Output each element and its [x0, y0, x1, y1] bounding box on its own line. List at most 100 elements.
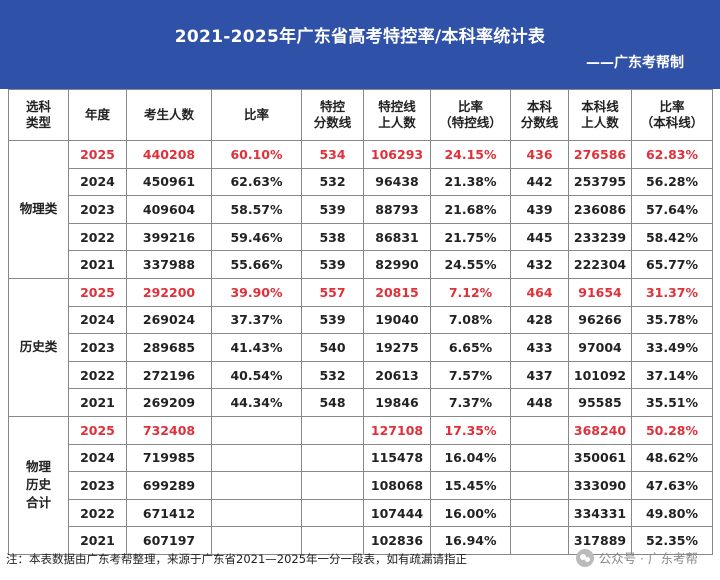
- column-header: 比率 （本科线）: [631, 89, 713, 141]
- table-cell: 2021: [68, 388, 127, 417]
- table-cell: 2022: [68, 222, 127, 252]
- table-cell: 19275: [363, 333, 431, 362]
- table-cell: [510, 415, 569, 445]
- table-cell: 333090: [568, 471, 632, 500]
- table-cell: 19040: [363, 305, 431, 335]
- table-cell: 88793: [363, 195, 431, 224]
- table-cell: 35.78%: [631, 305, 713, 335]
- table-cell: 24.55%: [430, 250, 511, 279]
- table-cell: [211, 471, 302, 500]
- table-cell: [211, 498, 302, 528]
- table-cell: 62.63%: [211, 167, 302, 197]
- page-title: 2021-2025年广东省高考特控率/本科率统计表: [174, 27, 546, 47]
- table-row: 2022 671412 107444 16.00% 334331 49.80%: [9, 498, 713, 528]
- table-cell: 50.28%: [631, 415, 713, 445]
- table-cell: 2024: [68, 305, 127, 335]
- table-cell: 2023: [68, 195, 127, 224]
- table-cell: 428: [510, 305, 569, 335]
- table-cell: 108068: [363, 471, 431, 500]
- table-cell: 115478: [363, 443, 431, 473]
- table-cell: 2023: [68, 471, 127, 500]
- table-cell: [301, 498, 364, 528]
- table-cell: 532: [301, 167, 364, 197]
- table-cell: 540: [301, 333, 364, 362]
- table-cell: 2023: [68, 333, 127, 362]
- table-cell: 440208: [126, 140, 212, 169]
- column-header: 比率 （特控线）: [430, 89, 511, 141]
- table-cell: 607197: [126, 526, 212, 555]
- table-cell: 101092: [568, 360, 632, 390]
- table-cell: 91654: [568, 277, 632, 307]
- table-cell: [301, 415, 364, 445]
- watermark-text: 公众号 · 广东考帮: [598, 551, 698, 566]
- table-cell: 2024: [68, 443, 127, 473]
- table-cell: 49.80%: [631, 498, 713, 528]
- table-cell: [301, 443, 364, 473]
- table-cell: 368240: [568, 415, 632, 445]
- stats-table: 选科 类型 年度 考生人数 比率 特控 分数线 特控线 上人数 比率 （特控线） 本科 分数线 本科线 上人…: [8, 89, 713, 555]
- table-cell: 269209: [126, 388, 212, 417]
- wechat-icon: [575, 548, 594, 567]
- table-cell: 539: [301, 250, 364, 279]
- table-cell: 548: [301, 388, 364, 417]
- table-cell: 272196: [126, 360, 212, 390]
- table-cell: 20613: [363, 360, 431, 390]
- column-header: 本科线 上人数: [568, 89, 632, 141]
- table-cell: [301, 526, 364, 555]
- table-cell: 2021: [68, 526, 127, 555]
- table-cell: 222304: [568, 250, 632, 279]
- table-cell: 7.57%: [430, 360, 511, 390]
- table-cell: 33.49%: [631, 333, 713, 362]
- table-row: 2023 409604 58.57% 539 88793 21.68% 439 236086 5…: [9, 195, 713, 224]
- table-cell: 534: [301, 140, 364, 169]
- table-cell: 557: [301, 277, 364, 307]
- table-cell: 20815: [363, 277, 431, 307]
- column-header: 考生人数: [126, 89, 212, 141]
- table-cell: 337988: [126, 250, 212, 279]
- table-cell: 2022: [68, 498, 127, 528]
- table-cell: 539: [301, 305, 364, 335]
- table-cell: [510, 498, 569, 528]
- table-row: 物理类 2025 440208 60.10% 534 106293 24.15% 436 276…: [8, 140, 713, 279]
- table-cell: 445: [510, 222, 569, 252]
- column-header: 比率: [211, 89, 302, 141]
- table-cell: 442: [510, 167, 569, 197]
- table-cell: 56.28%: [631, 167, 713, 197]
- table-cell: 439: [510, 195, 569, 224]
- table-cell: 127108: [363, 415, 431, 445]
- table-cell: 16.04%: [430, 443, 511, 473]
- table-cell: 6.65%: [430, 333, 511, 362]
- table-cell: 538: [301, 222, 364, 252]
- table-cell: 436: [510, 140, 569, 169]
- table-cell: 96438: [363, 167, 431, 197]
- table-cell: 21.68%: [430, 195, 511, 224]
- table-cell: 432: [510, 250, 569, 279]
- byline: ——广东考帮制: [586, 55, 684, 71]
- table-cell: 15.45%: [430, 471, 511, 500]
- table-cell: 31.37%: [631, 277, 713, 307]
- column-header: 选科 类型: [8, 89, 69, 141]
- group-label: 物理 历史 合计: [8, 415, 69, 555]
- table-cell: 107444: [363, 498, 431, 528]
- table-cell: 464: [510, 277, 569, 307]
- table-row: 历史类 2025 292200 39.90% 557 20815 7.12% 464 91654…: [8, 277, 713, 417]
- watermark: 公众号 · 广东考帮: [575, 548, 698, 567]
- table-cell: 233239: [568, 222, 632, 252]
- header-row: 选科 类型 年度 考生人数 比率 特控 分数线 特控线 上人数 比率 （特控线） 本科 分数线 本科线 上人…: [8, 89, 713, 141]
- table-cell: 289685: [126, 333, 212, 362]
- table-cell: 292200: [126, 277, 212, 307]
- table-row: 2021 337988 55.66% 539 82990 24.55% 432 222304 6…: [9, 250, 713, 279]
- table-cell: [510, 526, 569, 555]
- table-cell: 57.64%: [631, 195, 713, 224]
- table-cell: 7.12%: [430, 277, 511, 307]
- table-row: 2024 269024 37.37% 539 19040 7.08% 428 96266 35.…: [9, 305, 713, 335]
- table-cell: 16.00%: [430, 498, 511, 528]
- table-cell: [211, 443, 302, 473]
- column-header: 特控 分数线: [301, 89, 364, 141]
- table-cell: 409604: [126, 195, 212, 224]
- table-cell: 58.42%: [631, 222, 713, 252]
- table-cell: 2022: [68, 360, 127, 390]
- table-cell: 95585: [568, 388, 632, 417]
- group-label: 物理类: [8, 140, 69, 279]
- table-cell: 86831: [363, 222, 431, 252]
